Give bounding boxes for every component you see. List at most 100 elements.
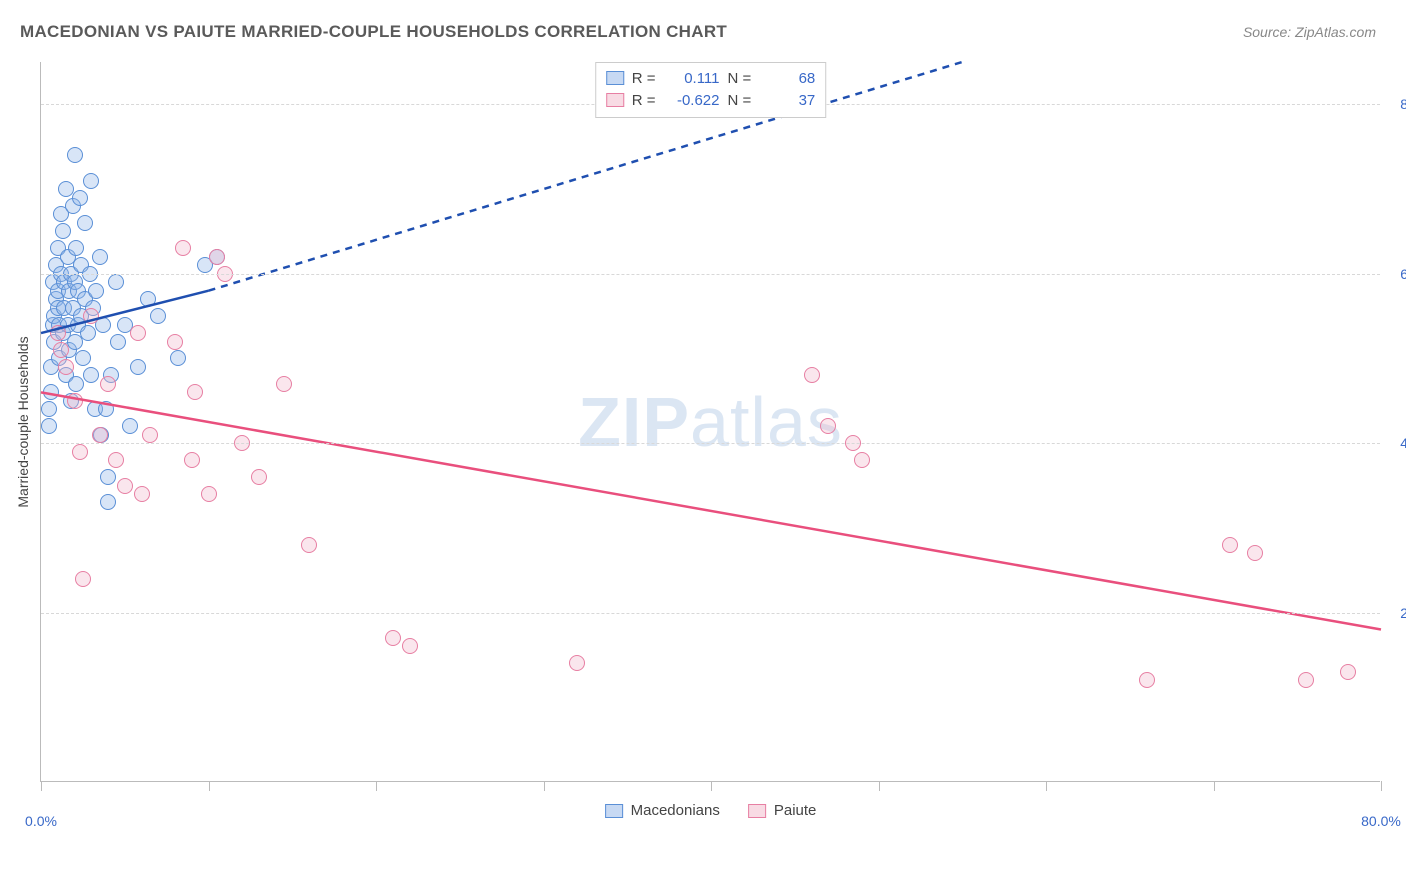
point-paiute xyxy=(184,452,200,468)
point-paiute xyxy=(117,478,133,494)
point-paiute xyxy=(75,571,91,587)
point-paiute xyxy=(1298,672,1314,688)
legend-n-value-macedonians: 68 xyxy=(759,70,815,87)
y-tick-label: 40.0% xyxy=(1400,435,1406,451)
legend-n-label: N = xyxy=(728,70,752,87)
point-macedonians xyxy=(80,325,96,341)
point-macedonians xyxy=(67,147,83,163)
point-macedonians xyxy=(41,418,57,434)
x-tick xyxy=(711,781,712,791)
point-paiute xyxy=(1247,545,1263,561)
point-paiute xyxy=(402,638,418,654)
x-tick-label: 0.0% xyxy=(25,813,57,829)
point-paiute xyxy=(72,444,88,460)
watermark-bold: ZIP xyxy=(578,383,690,461)
legend-r-label: R = xyxy=(632,92,656,109)
x-tick xyxy=(209,781,210,791)
point-macedonians xyxy=(100,469,116,485)
point-macedonians xyxy=(88,283,104,299)
point-paiute xyxy=(175,240,191,256)
x-tick-label: 80.0% xyxy=(1361,813,1401,829)
point-macedonians xyxy=(43,384,59,400)
legend-label-paiute: Paiute xyxy=(774,802,817,819)
point-macedonians xyxy=(41,401,57,417)
point-macedonians xyxy=(68,240,84,256)
trendline-dashed-macedonians xyxy=(209,62,963,291)
point-macedonians xyxy=(75,350,91,366)
trend-lines-svg xyxy=(41,62,1380,781)
legend-swatch-icon xyxy=(605,804,623,818)
point-paiute xyxy=(1222,537,1238,553)
point-macedonians xyxy=(110,334,126,350)
point-macedonians xyxy=(140,291,156,307)
point-paiute xyxy=(58,359,74,375)
y-tick-label: 20.0% xyxy=(1400,605,1406,621)
y-axis-label: Married-couple Households xyxy=(15,336,31,507)
x-tick xyxy=(1214,781,1215,791)
trendline-paiute xyxy=(41,392,1381,629)
point-paiute xyxy=(130,325,146,341)
point-macedonians xyxy=(72,190,88,206)
point-macedonians xyxy=(83,173,99,189)
plot-area: ZIPatlas Married-couple Households R = 0… xyxy=(40,62,1380,782)
point-macedonians xyxy=(55,223,71,239)
point-paiute xyxy=(83,308,99,324)
point-macedonians xyxy=(108,274,124,290)
gridline-h xyxy=(41,443,1380,444)
legend-swatch-icon xyxy=(748,804,766,818)
point-paiute xyxy=(251,469,267,485)
point-paiute xyxy=(301,537,317,553)
point-macedonians xyxy=(150,308,166,324)
point-paiute xyxy=(385,630,401,646)
point-paiute xyxy=(134,486,150,502)
point-macedonians xyxy=(170,350,186,366)
chart-title: MACEDONIAN VS PAIUTE MARRIED-COUPLE HOUS… xyxy=(20,22,727,42)
point-paiute xyxy=(100,376,116,392)
legend-r-value-macedonians: 0.111 xyxy=(664,70,720,87)
point-paiute xyxy=(1340,664,1356,680)
point-macedonians xyxy=(83,367,99,383)
point-paiute xyxy=(804,367,820,383)
point-paiute xyxy=(276,376,292,392)
legend-n-value-paiute: 37 xyxy=(759,92,815,109)
x-tick xyxy=(1381,781,1382,791)
watermark-light: atlas xyxy=(690,383,843,461)
legend-item-macedonians: Macedonians xyxy=(605,802,720,819)
legend-item-paiute: Paiute xyxy=(748,802,817,819)
x-tick xyxy=(376,781,377,791)
legend-n-label: N = xyxy=(728,92,752,109)
y-tick-label: 80.0% xyxy=(1400,96,1406,112)
point-paiute xyxy=(187,384,203,400)
legend-r-label: R = xyxy=(632,70,656,87)
point-paiute xyxy=(569,655,585,671)
chart-container: MACEDONIAN VS PAIUTE MARRIED-COUPLE HOUS… xyxy=(0,0,1406,892)
legend-r-value-paiute: -0.622 xyxy=(664,92,720,109)
y-tick-label: 60.0% xyxy=(1400,266,1406,282)
legend-label-macedonians: Macedonians xyxy=(631,802,720,819)
source-label: Source: ZipAtlas.com xyxy=(1243,24,1376,40)
point-macedonians xyxy=(130,359,146,375)
gridline-h xyxy=(41,274,1380,275)
legend-swatch-macedonians xyxy=(606,71,624,85)
point-paiute xyxy=(1139,672,1155,688)
x-tick xyxy=(41,781,42,791)
point-paiute xyxy=(108,452,124,468)
point-paiute xyxy=(67,393,83,409)
legend-row-macedonians: R = 0.111 N = 68 xyxy=(606,67,816,89)
point-macedonians xyxy=(98,401,114,417)
point-macedonians xyxy=(100,494,116,510)
point-paiute xyxy=(50,325,66,341)
point-paiute xyxy=(167,334,183,350)
series-legend: Macedonians Paiute xyxy=(605,802,817,819)
point-macedonians xyxy=(77,215,93,231)
point-paiute xyxy=(820,418,836,434)
x-tick xyxy=(879,781,880,791)
point-macedonians xyxy=(92,249,108,265)
correlation-legend: R = 0.111 N = 68 R = -0.622 N = 37 xyxy=(595,62,827,118)
point-paiute xyxy=(209,249,225,265)
x-tick xyxy=(544,781,545,791)
x-tick xyxy=(1046,781,1047,791)
point-paiute xyxy=(92,427,108,443)
point-macedonians xyxy=(68,376,84,392)
legend-swatch-paiute xyxy=(606,93,624,107)
